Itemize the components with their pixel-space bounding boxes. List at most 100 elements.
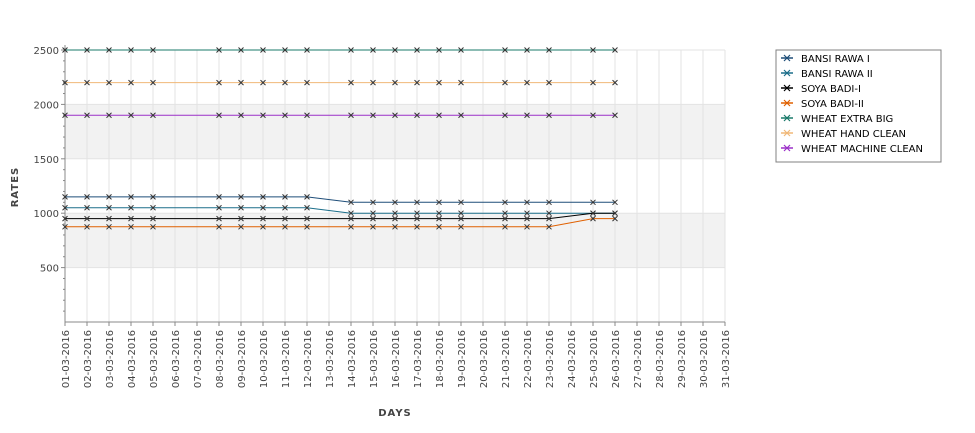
data-point-marker (84, 79, 90, 86)
data-point-marker (106, 79, 112, 86)
data-point-marker (260, 223, 266, 230)
data-point-marker (436, 223, 442, 230)
data-point-marker (458, 210, 464, 217)
data-point-marker (216, 47, 222, 53)
data-point-marker (392, 210, 398, 217)
x-tick-label: 26-03-2016 (611, 330, 622, 388)
x-axis-title: DAYS (378, 408, 412, 419)
series-line-1 (65, 196, 615, 203)
series-group (62, 47, 618, 230)
data-point-marker (260, 112, 266, 119)
data-point-marker (436, 47, 442, 53)
x-tick-label: 07-03-2016 (193, 330, 204, 388)
data-point-marker (612, 210, 618, 217)
data-point-marker (106, 47, 112, 53)
data-point-marker (216, 112, 222, 119)
data-point-marker (62, 194, 68, 200)
data-point-marker (84, 204, 90, 211)
data-point-marker (546, 79, 552, 86)
data-point-marker (458, 223, 464, 230)
data-point-marker (590, 210, 596, 217)
data-point-marker (84, 194, 90, 200)
y-tick-label: 2500 (34, 46, 59, 57)
data-point-marker (392, 215, 398, 222)
gridlines (64, 49, 726, 322)
legend: BANSI RAWA I BANSI RAWA II SOYA BADI-I SOYA… (775, 49, 942, 163)
data-point-marker (392, 199, 398, 206)
data-point-marker (502, 112, 508, 119)
data-point-marker (502, 223, 508, 230)
data-point-marker (348, 223, 354, 230)
x-tick-label: 09-03-2016 (237, 330, 248, 388)
legend-box (775, 49, 942, 163)
data-point-marker (502, 215, 508, 222)
data-point-marker (612, 112, 618, 119)
x-tick-label: 03-03-2016 (105, 330, 116, 388)
x-tick-label: 04-03-2016 (127, 330, 138, 388)
x-tick-label: 06-03-2016 (171, 330, 182, 388)
x-tick-label: 27-03-2016 (633, 330, 644, 388)
x-tick-label: 14-03-2016 (347, 330, 358, 388)
data-point-marker (238, 223, 244, 230)
data-point-marker (502, 47, 508, 53)
data-point-marker (414, 215, 420, 222)
data-point-marker (238, 47, 244, 53)
data-point-marker (612, 199, 618, 206)
data-point-marker (414, 223, 420, 230)
x-tick-label: 10-03-2016 (259, 330, 270, 388)
data-point-marker (84, 112, 90, 119)
data-point-marker (260, 47, 266, 53)
data-point-marker (348, 79, 354, 86)
data-point-marker (128, 204, 134, 211)
data-point-marker (370, 79, 376, 86)
data-point-marker (150, 79, 156, 86)
data-point-marker (150, 194, 156, 200)
data-point-marker (106, 215, 112, 222)
data-point-marker (546, 47, 552, 53)
data-point-marker (370, 112, 376, 119)
legend-item-label: WHEAT HAND CLEAN (801, 129, 906, 140)
data-point-marker (304, 215, 310, 222)
data-point-marker (282, 204, 288, 211)
data-point-marker (282, 47, 288, 53)
legend-item-label: BANSI RAWA II (801, 69, 873, 80)
data-point-marker (370, 210, 376, 217)
data-point-marker (304, 223, 310, 230)
data-point-marker (106, 223, 112, 230)
data-point-marker (238, 79, 244, 86)
data-point-marker (106, 204, 112, 211)
data-point-marker (128, 79, 134, 86)
data-point-marker (458, 79, 464, 86)
data-point-marker (524, 199, 530, 206)
data-point-marker (414, 210, 420, 217)
x-tick-label: 20-03-2016 (479, 330, 490, 388)
data-point-marker (502, 199, 508, 206)
data-point-marker (282, 223, 288, 230)
data-point-marker (84, 223, 90, 230)
legend-marker (783, 69, 791, 77)
y-tick-label: 2000 (34, 100, 59, 111)
data-point-marker (62, 204, 68, 211)
legend-marker (783, 129, 791, 137)
data-point-marker (282, 215, 288, 222)
data-point-marker (260, 194, 266, 200)
data-point-marker (436, 79, 442, 86)
legend-marker (783, 144, 791, 152)
legend-item-label: BANSI RAWA I (801, 54, 870, 65)
legend-marker (783, 54, 791, 62)
data-point-marker (458, 215, 464, 222)
series-line-2 (65, 207, 615, 214)
data-point-marker (546, 223, 552, 230)
x-tick-label: 11-03-2016 (281, 330, 292, 388)
y-tick-label: 500 (40, 264, 59, 275)
data-point-marker (348, 215, 354, 222)
data-point-marker (304, 79, 310, 86)
data-point-marker (62, 215, 68, 222)
x-axis-ticks: 01-03-2016 02-03-2016 03-03-2016 04-03-2016… (61, 322, 732, 388)
data-point-marker (436, 210, 442, 217)
data-point-marker (238, 194, 244, 200)
data-point-marker (414, 199, 420, 206)
x-tick-label: 19-03-2016 (457, 330, 468, 388)
legend-marker (783, 99, 791, 107)
x-tick-label: 29-03-2016 (677, 330, 688, 388)
